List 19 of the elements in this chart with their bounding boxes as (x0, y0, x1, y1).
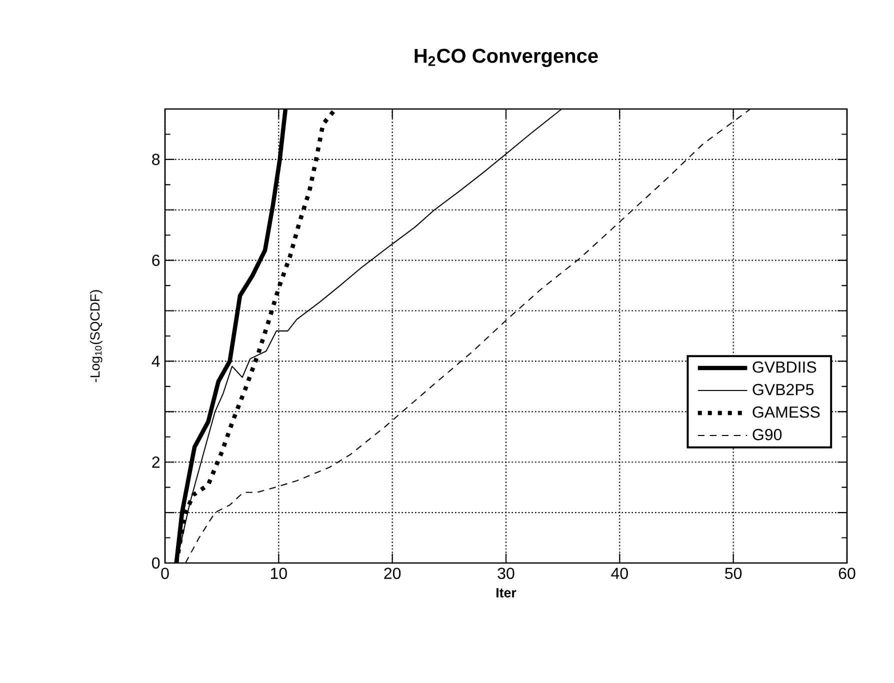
x-axis-title: Iter (496, 588, 516, 598)
y-tick-label: 4 (152, 356, 160, 367)
x-tick-label: 0 (161, 568, 169, 580)
y-tick-label: 8 (152, 154, 160, 166)
legend-label: GAMESS (752, 406, 820, 418)
legend-label: GVBDIIS (752, 361, 816, 373)
y-tick-label: 6 (152, 254, 160, 266)
chart-title: H$_{2}$CO Convergence (414, 48, 598, 67)
x-tick-label: 20 (384, 568, 401, 580)
y-tick-label: 0 (152, 557, 160, 569)
x-tick-label: 30 (498, 568, 514, 580)
legend-label: G90 (752, 428, 782, 440)
x-tick-label: 60 (838, 568, 856, 580)
x-tick-label: 40 (611, 568, 628, 580)
y-tick-label: 2 (152, 456, 160, 468)
x-tick-label: 10 (270, 568, 287, 580)
x-tick-label: 50 (725, 568, 742, 580)
legend-label: GVB2P5 (752, 384, 814, 396)
y-axis-title: -Log$_{10}$(SQCDF) (90, 290, 102, 382)
